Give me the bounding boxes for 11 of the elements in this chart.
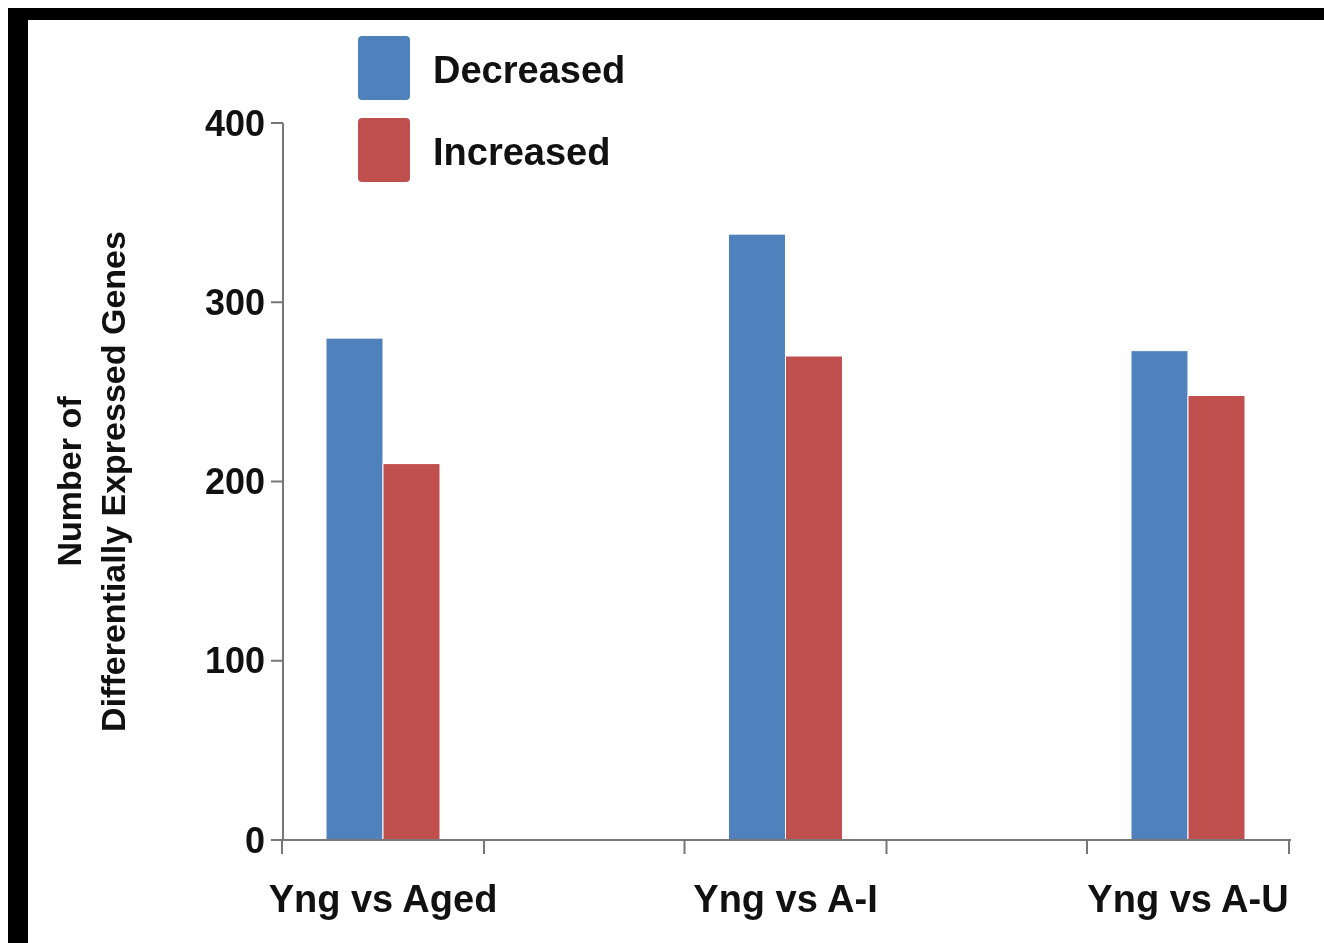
x-tick-label: Yng vs Aged <box>268 878 498 920</box>
legend-label: Increased <box>433 131 611 174</box>
x-tick-label: Yng vs A-U <box>1087 878 1289 920</box>
y-axis-title: Number of Differentially Expressed Genes <box>50 231 132 732</box>
legend-label: Decreased <box>433 49 626 92</box>
x-tick-label: Yng vs A-I <box>693 878 878 920</box>
y-tick-label: 400 <box>204 102 265 144</box>
y-tick-label: 200 <box>204 461 265 503</box>
y-tick-label: 100 <box>204 640 265 682</box>
y-tick-label: 300 <box>204 281 265 323</box>
y-tick-label: 0 <box>244 819 265 861</box>
